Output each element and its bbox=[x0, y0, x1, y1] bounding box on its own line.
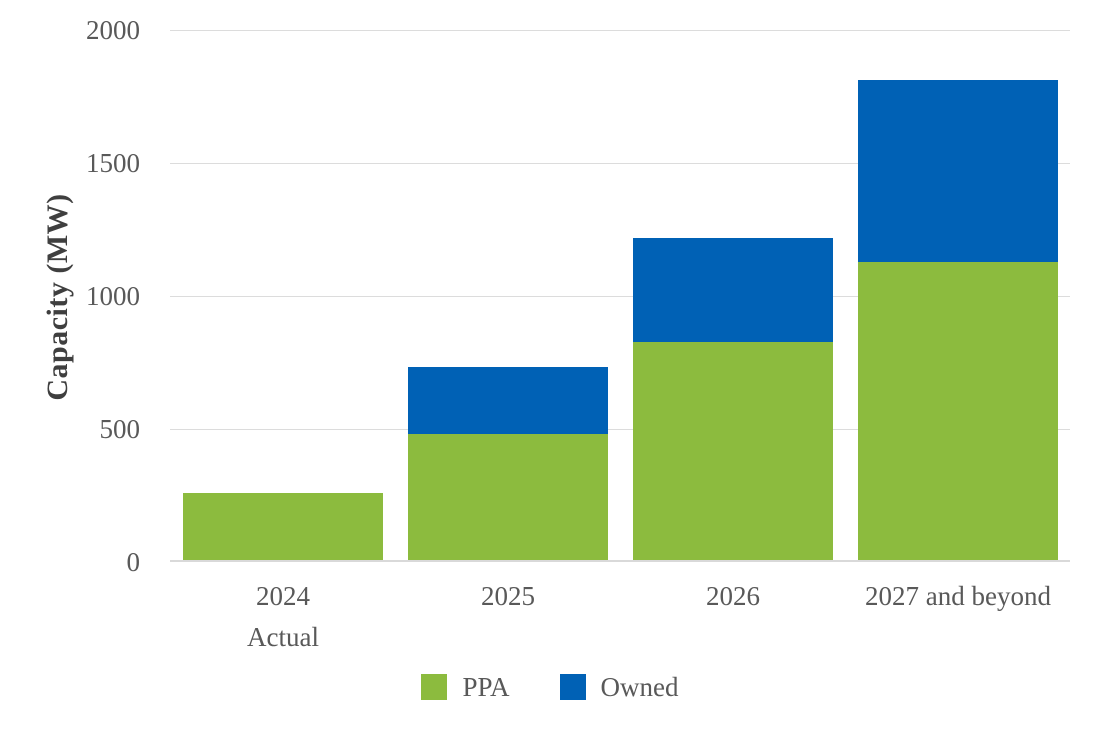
legend-item-ppa: PPA bbox=[421, 671, 510, 703]
x-axis-label-line: 2024 bbox=[256, 581, 310, 611]
x-axis-label: 2027 and beyond bbox=[845, 576, 1071, 617]
x-axis-label-line: 2026 bbox=[706, 581, 760, 611]
y-tick-label: 1000 bbox=[86, 281, 140, 311]
gridline bbox=[170, 30, 1070, 31]
bar-segment-ppa-2027-and-beyond bbox=[858, 262, 1058, 560]
gridline bbox=[170, 429, 1070, 430]
y-tick-label: 2000 bbox=[86, 15, 140, 45]
x-axis-label: 2024 Actual bbox=[170, 576, 396, 658]
legend: PPA Owned bbox=[0, 665, 1100, 709]
gridline bbox=[170, 163, 1070, 164]
bar-segment-ppa-2026 bbox=[633, 342, 833, 560]
y-tick-label: 1500 bbox=[86, 148, 140, 178]
legend-label-owned: Owned bbox=[600, 671, 679, 702]
legend-item-owned: Owned bbox=[559, 671, 679, 703]
x-axis-label-line: Actual bbox=[247, 622, 319, 652]
gridline bbox=[170, 296, 1070, 297]
bar-segment-owned-2026 bbox=[633, 238, 833, 342]
bar-segment-ppa-2024-actual bbox=[183, 493, 383, 560]
plot-area bbox=[170, 30, 1070, 562]
bar-segment-owned-2025 bbox=[408, 367, 608, 434]
x-axis-baseline bbox=[170, 560, 1070, 562]
x-axis-label: 2025 bbox=[395, 576, 621, 617]
y-tick-label: 500 bbox=[99, 414, 141, 444]
legend-swatch-owned-icon bbox=[559, 674, 586, 700]
bar-segment-owned-2027-and-beyond bbox=[858, 80, 1058, 262]
x-axis-label-line: 2027 and beyond bbox=[865, 581, 1051, 611]
legend-label-ppa: PPA bbox=[462, 671, 510, 702]
bar-segment-ppa-2025 bbox=[408, 434, 608, 560]
x-axis-label-line: 2025 bbox=[481, 581, 535, 611]
y-tick-label: 0 bbox=[126, 547, 141, 577]
x-axis-label: 2026 bbox=[620, 576, 846, 617]
legend-swatch-ppa-icon bbox=[421, 674, 448, 700]
